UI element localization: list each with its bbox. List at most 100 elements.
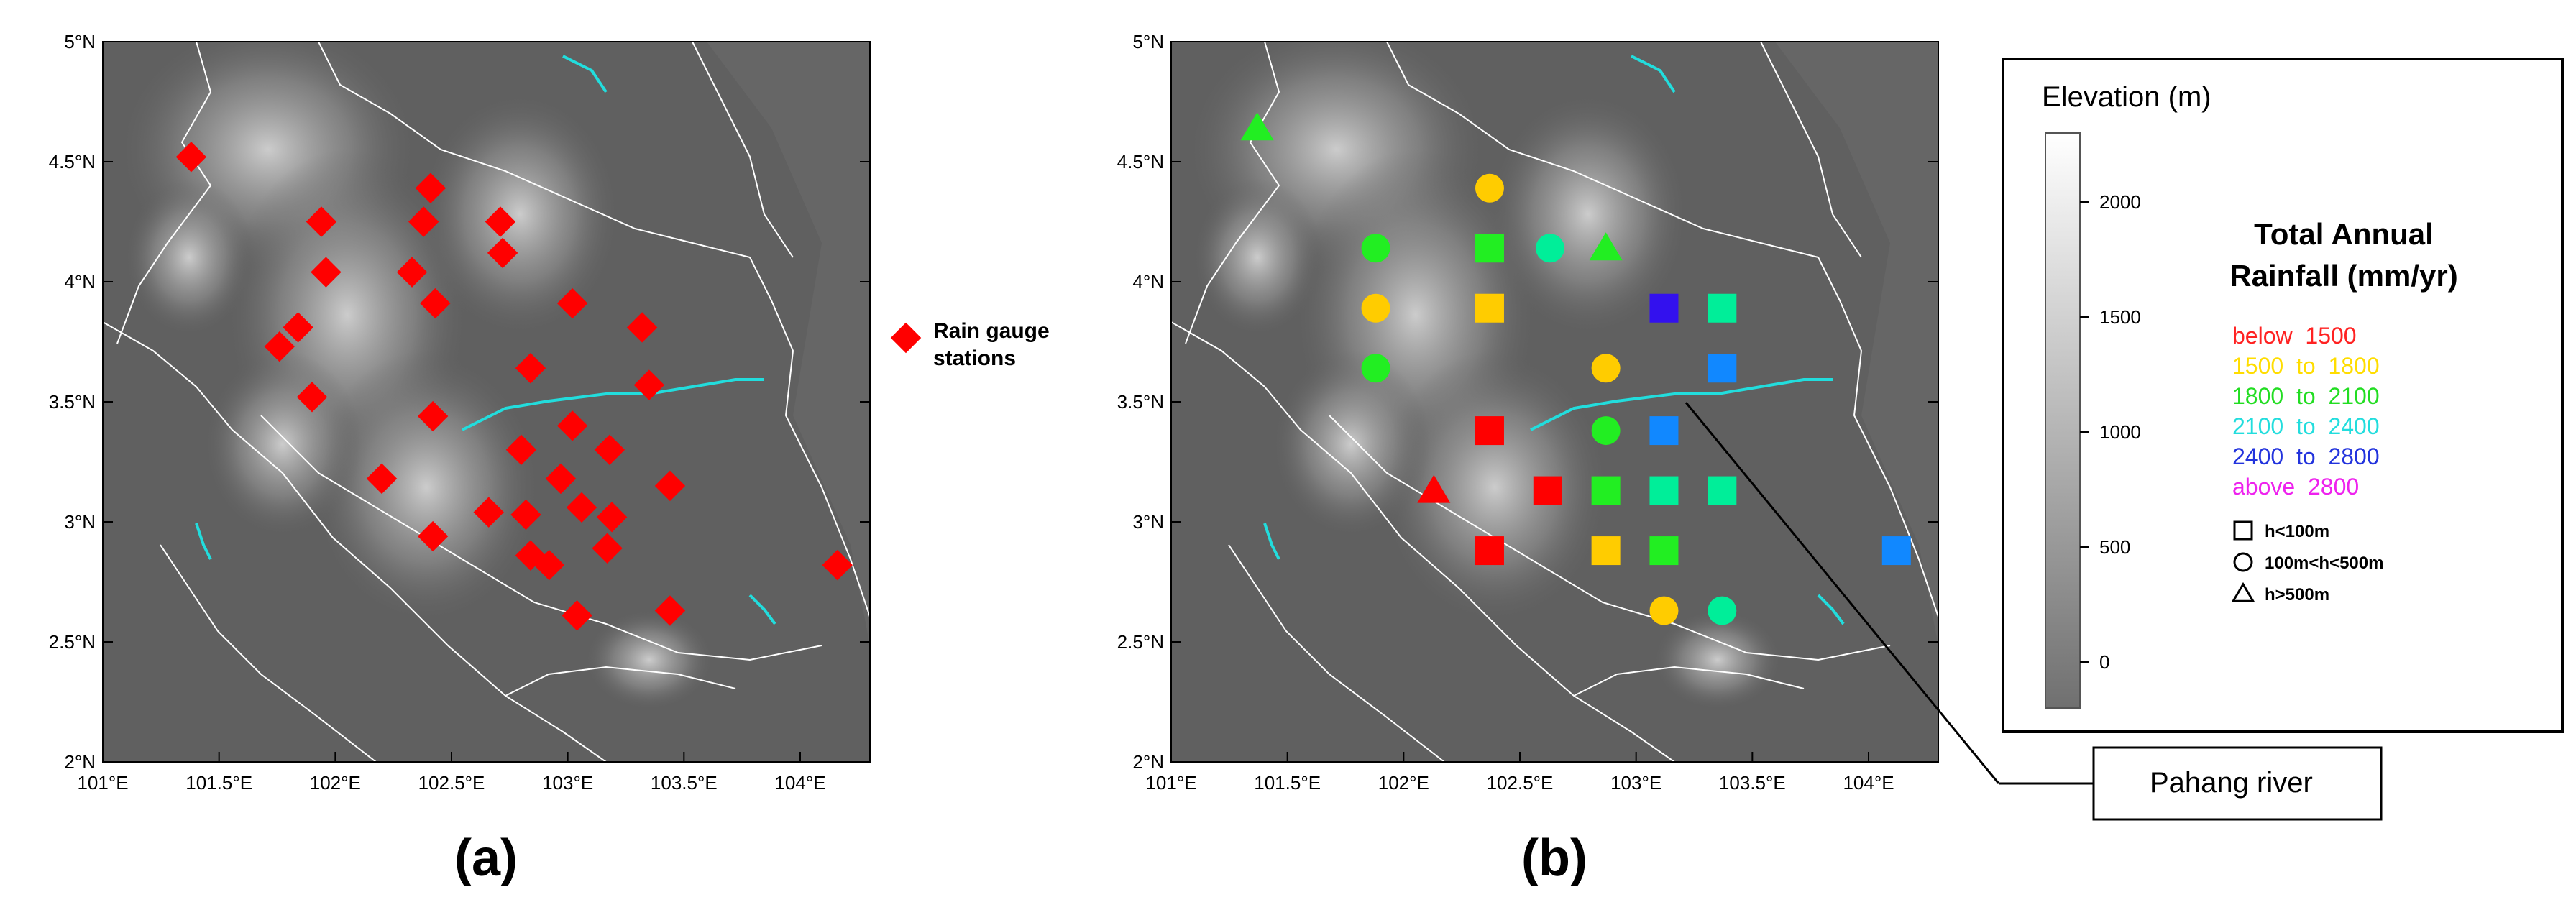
y-tick-label: 3.5°N [49, 391, 96, 413]
y-tick-label: 3°N [64, 511, 96, 533]
rainfall-stations [1240, 112, 1911, 625]
gauge-legend-line2: stations [933, 346, 1016, 370]
river-b [1263, 55, 1845, 625]
gauge-station-marker [264, 331, 295, 362]
rainfall-station-marker [1591, 354, 1621, 383]
callout-label: Pahang river [2150, 767, 2313, 799]
callout-leader-line [1685, 402, 2000, 784]
borders-b [1171, 42, 1938, 762]
terrain-a [103, 42, 870, 762]
y-tick-label: 4.5°N [49, 151, 96, 173]
rainfall-class-label: below 1500 [2232, 323, 2357, 349]
y-tick-label: 3.5°N [1117, 391, 1164, 413]
map-panel-a: 101°E 101.5°E 102°E 102.5°E 103°E 103.5°E 104°… [49, 31, 871, 887]
elevation-tick-label: 500 [2099, 536, 2130, 558]
rainfall-station-marker [1475, 416, 1504, 446]
shape-class-label: h<100m [2265, 522, 2329, 541]
rainfall-station-marker [1361, 293, 1390, 323]
shape-class-symbol [2233, 520, 2253, 541]
shape-class-symbol [2231, 582, 2255, 602]
rainfall-station-marker [1649, 293, 1679, 323]
shape-class-label: h>500m [2265, 585, 2329, 605]
rainfall-station-marker [1881, 536, 1911, 566]
elevation-tick-label: 1000 [2099, 421, 2141, 443]
x-tick-label: 102°E [310, 772, 361, 794]
y-tick-label: 4.5°N [1117, 151, 1164, 173]
rainfall-station-marker [1591, 416, 1621, 446]
gauge-station-marker [822, 549, 853, 581]
axis-ticks-b: 101°E 101.5°E 102°E 102.5°E 103°E 103.5°E 104°… [1117, 31, 1938, 794]
y-tick-label: 4°N [1132, 271, 1164, 293]
elevation-ticks: 2000 1500 1000 500 0 [2080, 191, 2141, 673]
x-tick-label: 101°E [1145, 772, 1196, 794]
gauge-station-marker [175, 142, 207, 173]
x-tick-label: 102.5°E [418, 772, 485, 794]
x-tick-label: 103°E [542, 772, 593, 794]
y-tick-label: 2°N [64, 751, 96, 773]
y-tick-label: 4°N [64, 271, 96, 293]
y-tick-label: 2°N [1132, 751, 1164, 773]
rainfall-station-marker [1649, 596, 1679, 625]
rainfall-station-marker [1708, 476, 1737, 505]
rainfall-class-label: 2100 to 2400 [2232, 413, 2380, 439]
rainfall-station-marker [1475, 293, 1504, 323]
river-a [195, 55, 776, 625]
gauge-legend-line1: Rain gauge [933, 319, 1050, 343]
rainfall-station-marker [1536, 234, 1565, 263]
rainfall-station-marker [1649, 416, 1679, 446]
y-tick-label: 5°N [1132, 31, 1164, 52]
rainfall-station-marker [1649, 476, 1679, 505]
legend-panel: Elevation (m) 2000 1500 1000 500 0 Total Ann… [2002, 58, 2564, 733]
rainfall-station-marker [1361, 354, 1390, 383]
rainfall-station-marker [1533, 476, 1562, 505]
rainfall-class-label: 1500 to 1800 [2232, 353, 2380, 379]
elevation-colorbar [2045, 132, 2081, 709]
gauge-station-marker [311, 257, 342, 288]
x-tick-label: 101.5°E [1254, 772, 1321, 794]
elevation-tick-label: 2000 [2099, 191, 2141, 213]
x-tick-label: 102°E [1378, 772, 1429, 794]
x-tick-label: 103°E [1610, 772, 1661, 794]
rainfall-station-marker [1475, 173, 1504, 203]
map-panel-b: 101°E 101.5°E 102°E 102.5°E 103°E 103.5°E 104°… [1117, 31, 1939, 887]
rainfall-classes: below 1500 1500 to 1800 1800 to 2100 2100 t… [2232, 323, 2380, 500]
rainfall-class-label: 2400 to 2800 [2232, 443, 2380, 469]
rainfall-station-marker [1708, 293, 1737, 323]
rainfall-station-marker [1649, 536, 1679, 566]
rainfall-station-marker [1591, 536, 1621, 566]
rainfall-title-line1: Total Annual [2254, 217, 2434, 251]
caption-a: (a) [454, 829, 518, 887]
terrain-b [1171, 42, 1938, 762]
rainfall-station-marker [1591, 476, 1621, 505]
rainfall-station-marker [1240, 112, 1274, 141]
rainfall-title-line2: Rainfall (mm/yr) [2229, 259, 2457, 293]
y-tick-label: 5°N [64, 31, 96, 52]
gauge-legend: Rain gauge stations [890, 319, 1050, 370]
x-tick-label: 102.5°E [1487, 772, 1554, 794]
elevation-tick-label: 1500 [2099, 306, 2141, 328]
y-tick-label: 3°N [1132, 511, 1164, 533]
shape-classes: h<100m 100m<h<500m h>500m [2231, 520, 2383, 605]
rainfall-station-marker [1361, 234, 1390, 263]
x-tick-label: 103.5°E [1719, 772, 1786, 794]
rainfall-station-marker [1708, 354, 1737, 383]
elevation-tick-label: 0 [2099, 651, 2109, 673]
caption-b: (b) [1521, 829, 1587, 887]
shape-class-label: 100m<h<500m [2265, 553, 2383, 573]
x-tick-label: 104°E [774, 772, 825, 794]
x-tick-label: 104°E [1843, 772, 1894, 794]
callout-box [2092, 746, 2383, 821]
rainfall-station-marker [1417, 474, 1451, 503]
legend-frame [2002, 58, 2564, 733]
x-tick-label: 103.5°E [651, 772, 718, 794]
y-tick-label: 2.5°N [49, 631, 96, 653]
gauge-station-marker [283, 312, 313, 343]
gauge-station-marker [306, 206, 337, 237]
rainfall-station-marker [1475, 536, 1504, 566]
elevation-title: Elevation (m) [2042, 81, 2211, 113]
rainfall-station-marker [1708, 596, 1737, 625]
rainfall-station-marker [1475, 234, 1504, 263]
borders-a [103, 42, 870, 762]
rainfall-class-label: above 2800 [2232, 474, 2359, 500]
